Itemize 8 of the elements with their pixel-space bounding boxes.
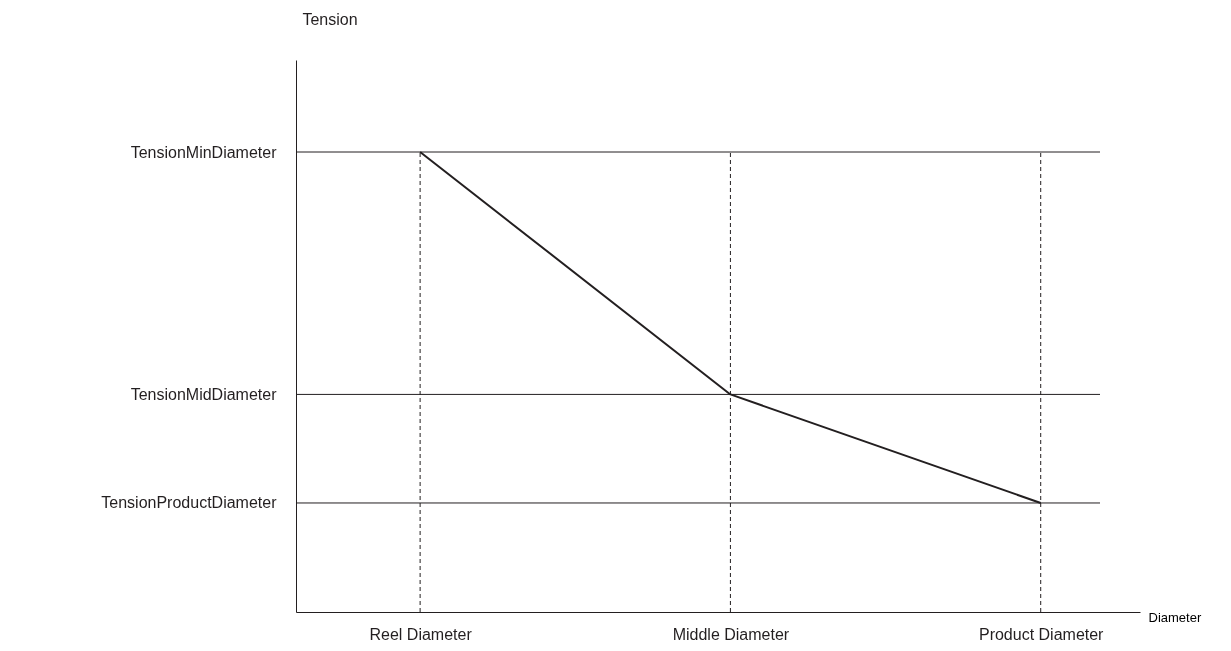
x-tick-label: Product Diameter — [978, 625, 1105, 643]
x-axis-title: Diameter — [1148, 609, 1202, 625]
x-tick-label: Middle Diameter — [672, 625, 790, 643]
x-tick-label: Reel Diameter — [369, 625, 473, 643]
ref-line-label: TensionMinDiameter — [130, 143, 278, 161]
ref-line-label: TensionProductDiameter — [101, 494, 278, 512]
text: Tension — [302, 11, 358, 28]
ref-line-label: TensionMidDiameter — [130, 385, 278, 403]
